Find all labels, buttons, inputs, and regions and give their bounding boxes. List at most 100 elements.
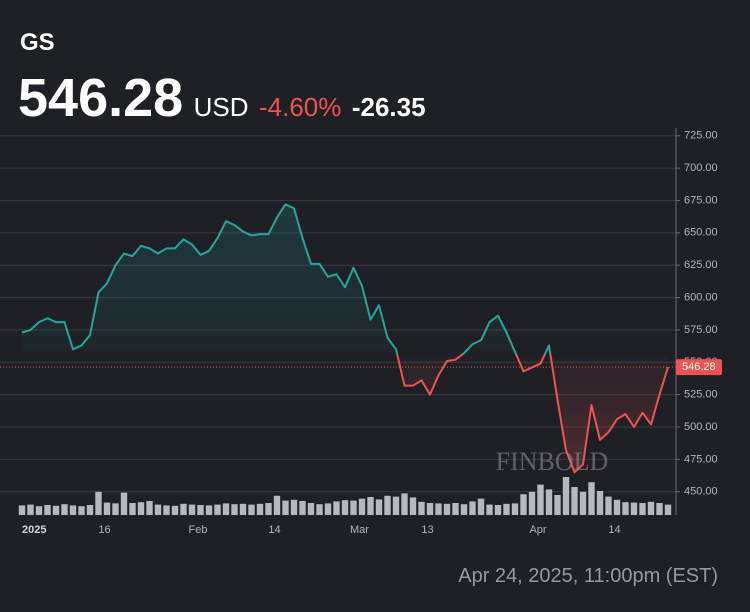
last-price-tag: [676, 359, 722, 376]
volume-bar: [231, 504, 238, 515]
x-tick-label: 2025: [22, 524, 46, 536]
volume-bar: [647, 501, 655, 515]
volume-bar: [622, 502, 629, 515]
volume-bar: [197, 505, 204, 515]
volume-bar: [239, 503, 247, 515]
volume-bar: [664, 504, 672, 515]
volume-bar: [248, 504, 255, 515]
volume-bar: [27, 504, 34, 515]
volume-bar: [520, 494, 527, 515]
volume-bar: [367, 497, 374, 515]
volume-bar: [341, 500, 349, 515]
volume-bar: [571, 487, 578, 515]
footer-timestamp: Apr 24, 2025, 11:00pm (EST): [458, 565, 718, 587]
volume-bar: [154, 504, 162, 515]
volume-bar: [307, 503, 315, 515]
volume-bar: [469, 501, 476, 515]
volume-bar: [95, 491, 102, 515]
price: 546.28: [18, 68, 183, 128]
volume-bar: [384, 495, 391, 515]
volume-bar: [44, 505, 51, 515]
volume-bar: [52, 505, 60, 515]
volume-bar: [392, 496, 400, 515]
volume-bar: [613, 499, 621, 515]
volume-bar: [350, 500, 357, 515]
volume-bar: [605, 496, 612, 515]
volume-bar: [494, 505, 502, 515]
volume-bar: [503, 503, 510, 515]
volume-bar: [656, 503, 663, 515]
headline: 546.28 USD -4.60% -26.35: [18, 68, 426, 128]
volume-bar: [299, 501, 306, 515]
volume-bar: [86, 505, 94, 515]
volume-bar: [61, 504, 68, 515]
volume-bar: [443, 503, 451, 515]
y-tick-label: 650.00: [684, 227, 718, 239]
volume-bar: [452, 503, 459, 515]
currency: USD: [194, 92, 249, 122]
volume-bar: [639, 503, 646, 515]
volume-bar: [486, 504, 493, 515]
volume-bar: [537, 484, 544, 515]
y-tick-label: 625.00: [684, 259, 718, 271]
volume-bar: [375, 499, 383, 515]
volume-bar: [477, 498, 485, 515]
x-tick-label: Feb: [189, 524, 208, 536]
volume-bar: [333, 501, 340, 515]
y-tick-label: 475.00: [684, 453, 718, 465]
x-tick-label: 16: [98, 524, 110, 536]
volume-bar: [146, 501, 153, 515]
volume-bar: [78, 506, 85, 515]
volume-bar: [180, 503, 187, 515]
volume-bar: [137, 502, 145, 515]
volume-bar: [316, 504, 323, 515]
y-tick-label: 450.00: [684, 486, 718, 498]
volume-bar: [256, 503, 264, 515]
change: -26.35: [352, 92, 426, 122]
volume-bar: [409, 497, 417, 515]
x-tick-label: Apr: [529, 524, 546, 536]
x-tick-label: Mar: [350, 524, 369, 536]
volume-bar: [35, 506, 43, 515]
change-percent: -4.60%: [259, 92, 341, 122]
volume-bar: [120, 492, 128, 515]
volume-bar: [324, 503, 332, 515]
volume-bar: [290, 499, 298, 515]
y-tick-label: 725.00: [684, 130, 718, 142]
volume-bar: [630, 502, 638, 515]
x-tick-label: 14: [268, 524, 280, 536]
volume-bar: [511, 503, 519, 515]
y-tick-label: 675.00: [684, 194, 718, 206]
volume-bar: [545, 489, 553, 515]
baseline-area: [22, 204, 668, 473]
volume-bar: [163, 505, 170, 515]
volume-bar: [69, 505, 77, 515]
volume-bar: [222, 503, 230, 515]
volume-bar: [103, 502, 111, 515]
volume-bar: [401, 493, 408, 515]
volume-bar: [171, 505, 179, 515]
volume-bar: [18, 505, 26, 515]
x-tick-label: 14: [608, 524, 620, 536]
price-line: [21, 203, 669, 474]
volume-bar: [435, 503, 442, 515]
y-tick-label: 500.00: [684, 421, 718, 433]
symbol: GS: [20, 29, 55, 56]
volume-bar: [460, 504, 468, 515]
y-tick-label: 525.00: [684, 389, 718, 401]
volume-bar: [273, 495, 281, 515]
volume-bar: [129, 503, 136, 515]
volume-bar: [528, 491, 536, 515]
last-price-label: 546.28: [682, 361, 716, 373]
volume-bar: [562, 477, 570, 515]
volume-bar: [205, 505, 213, 515]
volume-bar: [579, 491, 587, 515]
volume-bar: [358, 498, 366, 515]
volume-bar: [588, 482, 595, 515]
watermark: FINBOLD: [496, 447, 609, 476]
y-tick-label: 600.00: [684, 291, 718, 303]
volume-bar: [426, 503, 434, 515]
volume-bar: [596, 491, 604, 515]
volume-bar: [188, 504, 196, 515]
